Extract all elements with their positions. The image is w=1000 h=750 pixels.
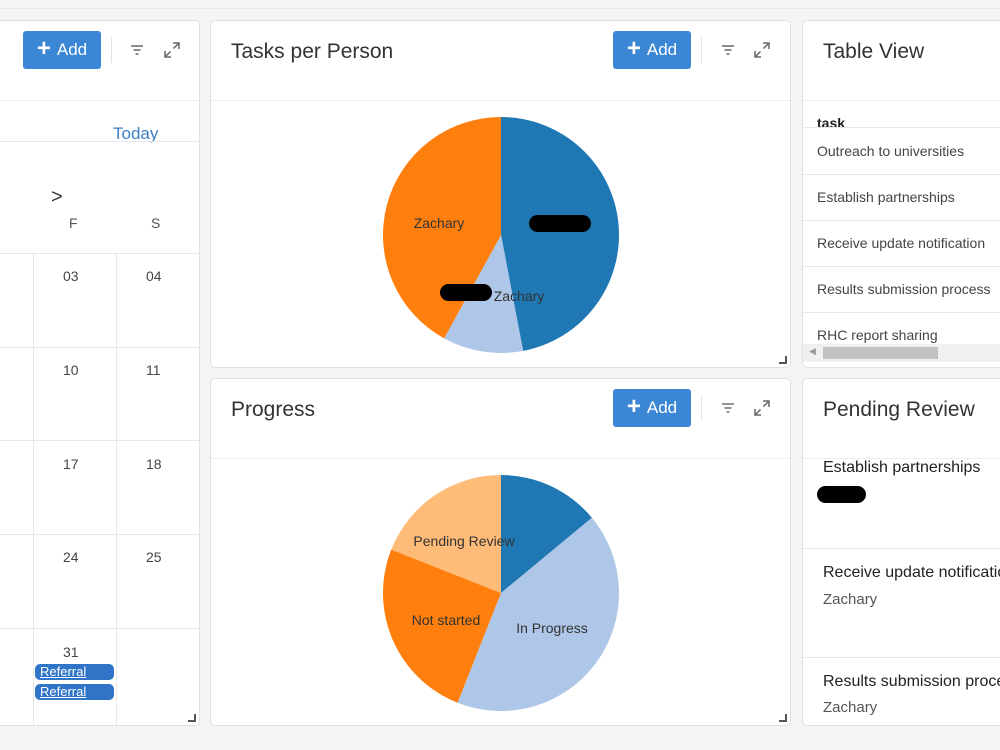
- resize-handle[interactable]: [779, 714, 787, 722]
- redaction-mark: [440, 284, 492, 301]
- progress-panel: Progress + Add Pending Review Not starte…: [210, 378, 791, 726]
- table-header-divider: [803, 127, 1000, 128]
- panel-title: Table View: [823, 40, 925, 63]
- pie-slice[interactable]: [383, 117, 501, 339]
- calendar-date[interactable]: 18: [146, 456, 162, 472]
- add-label: Add: [646, 398, 678, 417]
- toolbar-separator: [111, 37, 112, 63]
- table-cell: Receive update notification: [817, 235, 986, 251]
- pie-slice[interactable]: [457, 517, 619, 711]
- plus-icon: +: [626, 393, 641, 420]
- panel-title: Pending Review: [823, 398, 975, 421]
- pending-review-card[interactable]: Establish partnerships: [803, 459, 1000, 549]
- calendar-panel: + Add Today > F S 03 04 10 11 17 18 24 2…: [0, 20, 200, 726]
- table-cell: RHC report sharing: [817, 327, 938, 343]
- chevron-right-icon[interactable]: >: [51, 186, 63, 208]
- divider: [0, 141, 199, 142]
- card-assignee: Zachary: [823, 699, 878, 716]
- top-divider: [0, 8, 1000, 9]
- calendar-date[interactable]: 11: [146, 362, 161, 378]
- table-row[interactable]: Results submission process: [803, 266, 1000, 313]
- column-divider: [33, 253, 34, 725]
- calendar-event[interactable]: Referral: [35, 664, 114, 680]
- toolbar-separator: [701, 37, 702, 63]
- scrollbar-thumb[interactable]: [823, 347, 938, 359]
- card-title: Receive update notification: [823, 564, 1000, 581]
- card-assignee: Zachary: [823, 591, 878, 608]
- redaction-mark: [529, 215, 591, 232]
- expand-icon[interactable]: [753, 399, 771, 417]
- panel-header-divider: [211, 100, 790, 101]
- tasks-add-button[interactable]: + Add: [613, 31, 691, 69]
- card-title: Establish partnerships: [823, 459, 981, 476]
- horizontal-scrollbar[interactable]: ◀: [803, 344, 1000, 362]
- pie-slice[interactable]: [383, 549, 501, 703]
- day-header-friday: F: [69, 215, 78, 231]
- today-button[interactable]: Today: [113, 124, 159, 143]
- card-title: Results submission process: [823, 673, 1000, 690]
- week-divider: [0, 253, 199, 254]
- tasks-per-person-panel: Tasks per Person + Add Zachary Zachary: [210, 20, 791, 368]
- pending-review-card[interactable]: Results submission process Zachary: [803, 658, 1000, 725]
- panel-header-divider: [0, 100, 199, 101]
- calendar-date[interactable]: 31: [63, 644, 79, 660]
- pending-review-panel: Pending Review Establish partnerships Re…: [802, 378, 1000, 726]
- panel-header-divider: [803, 458, 1000, 459]
- redaction-mark: [817, 486, 866, 503]
- calendar-date[interactable]: 24: [63, 549, 79, 565]
- calendar-date[interactable]: 17: [63, 456, 79, 472]
- add-label: Add: [646, 40, 678, 59]
- calendar-date[interactable]: 25: [146, 549, 162, 565]
- panel-header-divider: [803, 100, 1000, 101]
- table-view-panel: Table View task Outreach to universities…: [802, 20, 1000, 368]
- column-divider: [116, 253, 117, 725]
- table-row[interactable]: Outreach to universities: [803, 128, 1000, 175]
- pie-slice[interactable]: [391, 475, 501, 593]
- calendar-date[interactable]: 03: [63, 268, 79, 284]
- filter-icon[interactable]: [719, 41, 737, 59]
- table-row[interactable]: Receive update notification: [803, 220, 1000, 267]
- day-header-saturday: S: [151, 215, 161, 231]
- calendar-date[interactable]: 04: [146, 268, 162, 284]
- slice-label: Zachary: [414, 215, 465, 231]
- resize-handle[interactable]: [779, 356, 787, 364]
- toolbar-separator: [701, 395, 702, 421]
- filter-icon[interactable]: [128, 41, 146, 59]
- panel-title: Tasks per Person: [231, 40, 394, 63]
- plus-icon: +: [626, 35, 641, 62]
- panel-header-divider: [211, 458, 790, 459]
- week-divider: [0, 347, 199, 348]
- scroll-left-icon[interactable]: ◀: [809, 346, 816, 356]
- panel-title: Progress: [231, 398, 316, 421]
- calendar-add-button[interactable]: + Add: [23, 31, 101, 69]
- expand-icon[interactable]: [753, 41, 771, 59]
- week-divider: [0, 534, 199, 535]
- filter-icon[interactable]: [719, 399, 737, 417]
- slice-label: Not started: [412, 612, 480, 628]
- slice-label: Pending Review: [413, 533, 515, 549]
- calendar-event[interactable]: Referral: [35, 684, 114, 700]
- calendar-date[interactable]: 10: [63, 362, 79, 378]
- slice-label: Zachary: [494, 288, 545, 304]
- slice-label: In Progress: [516, 620, 588, 636]
- add-label: Add: [56, 40, 88, 59]
- progress-pie-chart: Pending Review Not started In Progress: [383, 475, 619, 711]
- table-row[interactable]: Establish partnerships: [803, 174, 1000, 221]
- expand-icon[interactable]: [163, 41, 181, 59]
- table-row[interactable]: RHC report sharing: [803, 312, 1000, 358]
- table-cell: Results submission process: [817, 281, 991, 297]
- pie-slice[interactable]: [501, 475, 592, 593]
- progress-add-button[interactable]: + Add: [613, 389, 691, 427]
- pie-slice[interactable]: [501, 117, 619, 351]
- tasks-pie-chart: Zachary Zachary: [383, 117, 619, 353]
- week-divider: [0, 628, 199, 629]
- week-divider: [0, 440, 199, 441]
- plus-icon: +: [36, 35, 51, 62]
- resize-handle[interactable]: [188, 714, 196, 722]
- pending-review-card[interactable]: Receive update notification Zachary: [803, 549, 1000, 658]
- table-cell: Establish partnerships: [817, 189, 955, 205]
- table-cell: Outreach to universities: [817, 143, 965, 159]
